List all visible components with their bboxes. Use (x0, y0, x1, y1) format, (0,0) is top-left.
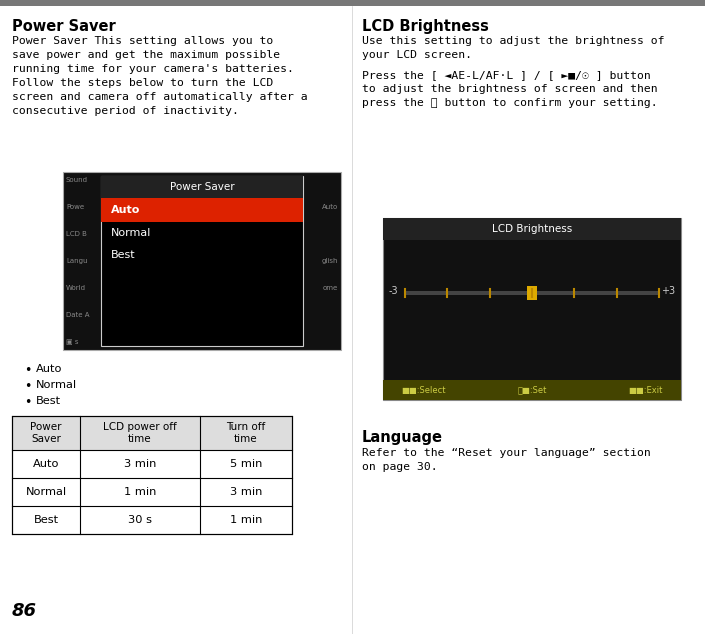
Text: consecutive period of inactivity.: consecutive period of inactivity. (12, 106, 239, 116)
Text: Best: Best (33, 515, 59, 525)
Text: 3 min: 3 min (230, 487, 262, 497)
Text: 30 s: 30 s (128, 515, 152, 525)
Bar (63, 172, 341, 350)
Bar (383, 218, 681, 240)
Text: Auto: Auto (32, 459, 59, 469)
Text: Auto: Auto (321, 204, 338, 210)
Text: •: • (24, 364, 32, 377)
Text: running time for your camera's batteries.: running time for your camera's batteries… (12, 64, 294, 74)
Text: LCD Brightness: LCD Brightness (362, 19, 489, 34)
Text: Normal: Normal (25, 487, 66, 497)
Text: LCD B: LCD B (66, 231, 87, 237)
Text: ome: ome (323, 285, 338, 291)
Bar (12, 416, 292, 450)
Text: 1 min: 1 min (230, 515, 262, 525)
Text: Powe: Powe (66, 204, 84, 210)
Text: Press the [ ◄AE-L/AF·L ] / [ ►■/☉ ] button: Press the [ ◄AE-L/AF·L ] / [ ►■/☉ ] butt… (362, 70, 651, 80)
Text: screen and camera off automatically after a: screen and camera off automatically afte… (12, 92, 307, 102)
Text: Best: Best (111, 250, 135, 260)
Text: 1 min: 1 min (124, 487, 157, 497)
Text: LCD power off
time: LCD power off time (103, 422, 177, 444)
Text: glish: glish (321, 258, 338, 264)
Text: -3: -3 (389, 286, 398, 296)
Text: Sound: Sound (66, 177, 88, 183)
Text: 86: 86 (12, 602, 37, 620)
Bar (527, 286, 537, 301)
Text: Follow the steps below to turn the LCD: Follow the steps below to turn the LCD (12, 78, 274, 88)
Text: Power Saver This setting allows you to: Power Saver This setting allows you to (12, 36, 274, 46)
Bar (0, 0, 705, 6)
Text: Langu: Langu (66, 258, 87, 264)
Text: Auto: Auto (36, 364, 63, 374)
Text: Power Saver: Power Saver (12, 19, 116, 34)
Bar (101, 198, 303, 222)
Text: Use this setting to adjust the brightness of: Use this setting to adjust the brightnes… (362, 36, 665, 46)
Text: on page 30.: on page 30. (362, 462, 438, 472)
Bar (405, 291, 659, 295)
Text: ▣ s: ▣ s (66, 339, 78, 345)
Bar (12, 416, 292, 534)
Text: press the Ⓚ button to confirm your setting.: press the Ⓚ button to confirm your setti… (362, 98, 658, 108)
Text: Normal: Normal (36, 380, 77, 390)
Text: LCD Brightness: LCD Brightness (492, 224, 572, 234)
Text: 5 min: 5 min (230, 459, 262, 469)
Text: Normal: Normal (111, 228, 152, 238)
Text: to adjust the brightness of screen and then: to adjust the brightness of screen and t… (362, 84, 658, 94)
Text: Auto: Auto (111, 205, 140, 215)
Text: •: • (24, 380, 32, 393)
Text: +3: +3 (661, 286, 675, 296)
Text: your LCD screen.: your LCD screen. (362, 50, 472, 60)
Text: World: World (66, 285, 86, 291)
Text: Date A: Date A (66, 312, 90, 318)
Text: Turn off
time: Turn off time (226, 422, 266, 444)
Text: Power Saver: Power Saver (170, 182, 234, 192)
Text: save power and get the maximum possible: save power and get the maximum possible (12, 50, 280, 60)
Text: Language: Language (362, 430, 443, 445)
Text: 3 min: 3 min (124, 459, 157, 469)
Bar (383, 218, 681, 400)
Text: Refer to the “Reset your language” section: Refer to the “Reset your language” secti… (362, 448, 651, 458)
Text: Ⓚ■:Set: Ⓚ■:Set (517, 385, 546, 394)
Bar (101, 176, 303, 346)
Bar (383, 380, 681, 400)
Text: Best: Best (36, 396, 61, 406)
Text: •: • (24, 396, 32, 409)
Text: ■■:Exit: ■■:Exit (629, 385, 663, 394)
Bar (101, 176, 303, 198)
Text: Power
Saver: Power Saver (30, 422, 62, 444)
Text: ■■:Select: ■■:Select (401, 385, 446, 394)
